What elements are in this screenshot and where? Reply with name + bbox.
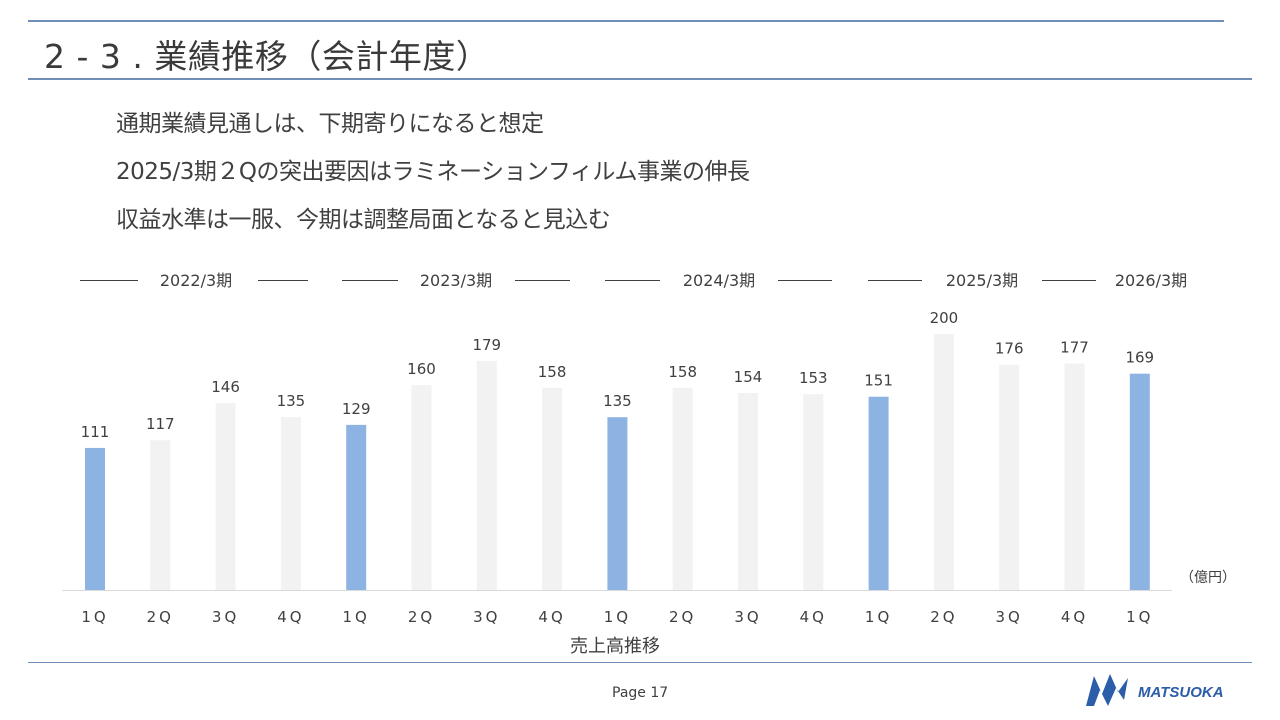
data-label: 153 xyxy=(799,369,828,387)
bullet-item: 通期業績見通しは、下期寄りになると想定 xyxy=(116,111,544,137)
bullet-item: 2025/3期２Qの突出要因はラミネーションフィルム事業の伸長 xyxy=(116,159,750,185)
data-label: 179 xyxy=(472,336,501,354)
chart-title: 売上高推移 xyxy=(570,636,660,657)
logo-text: MATSUOKA xyxy=(1138,684,1224,701)
bar xyxy=(150,440,171,590)
category-label: 1Q xyxy=(865,608,892,626)
data-label: 111 xyxy=(81,423,110,441)
data-label: 146 xyxy=(211,378,240,396)
category-label: 3Q xyxy=(212,608,239,626)
bar xyxy=(607,417,628,590)
matsuoka-logo: MATSUOKA xyxy=(1086,674,1224,706)
category-label: 4Q xyxy=(1061,608,1088,626)
bar xyxy=(672,387,693,590)
category-label: 3Q xyxy=(473,608,500,626)
bar xyxy=(476,360,497,590)
top-rule xyxy=(28,20,1224,22)
fiscal-year-label: 2023/3期 xyxy=(420,271,492,290)
bar xyxy=(280,417,301,590)
data-label: 129 xyxy=(342,400,371,418)
title-underline xyxy=(28,78,1252,80)
category-label: 1Q xyxy=(604,608,631,626)
bar xyxy=(85,447,105,590)
data-label: 151 xyxy=(864,372,893,390)
bar xyxy=(999,364,1020,590)
data-label: 176 xyxy=(995,340,1024,358)
category-label: 1Q xyxy=(81,608,108,626)
fiscal-year-label: 2025/3期 xyxy=(946,271,1018,290)
data-label: 169 xyxy=(1125,349,1154,367)
data-label: 160 xyxy=(407,360,436,378)
category-label: 3Q xyxy=(734,608,761,626)
category-label: 2Q xyxy=(147,608,174,626)
data-label: 158 xyxy=(668,363,697,381)
data-label: 158 xyxy=(538,363,567,381)
category-label: 2Q xyxy=(408,608,435,626)
bar xyxy=(738,392,758,590)
data-label: 117 xyxy=(146,415,175,433)
bar xyxy=(346,424,367,590)
bar xyxy=(868,396,889,590)
category-label: 4Q xyxy=(538,608,565,626)
data-label: 135 xyxy=(277,392,306,410)
bar xyxy=(933,334,954,590)
data-label: 154 xyxy=(734,368,763,386)
bullet-list: 通期業績見通しは、下期寄りになると想定 2025/3期２Qの突出要因はラミネーシ… xyxy=(116,100,750,244)
category-label: 1Q xyxy=(343,608,370,626)
category-label: 4Q xyxy=(277,608,304,626)
category-label: 1Q xyxy=(1126,608,1153,626)
fiscal-year-label: 2022/3期 xyxy=(160,271,232,290)
fiscal-year-label: 2026/3期 xyxy=(1115,271,1187,290)
data-label: 200 xyxy=(930,309,959,327)
slide-title: 2 - 3 . 業績推移（会計年度） xyxy=(44,37,490,76)
bar xyxy=(1129,373,1150,590)
category-label: 4Q xyxy=(800,608,827,626)
bullet-item: 収益水準は一服、今期は調整局面となると見込む xyxy=(116,207,611,233)
bar xyxy=(215,403,236,590)
category-label: 3Q xyxy=(996,608,1023,626)
data-label: 135 xyxy=(603,392,632,410)
page-number: Page 17 xyxy=(612,685,669,701)
category-label: 2Q xyxy=(930,608,957,626)
fiscal-year-label: 2024/3期 xyxy=(683,271,755,290)
bar xyxy=(1064,363,1085,590)
bar xyxy=(411,385,432,590)
bar xyxy=(803,394,824,590)
unit-label: （億円） xyxy=(1180,570,1236,586)
data-label: 177 xyxy=(1060,338,1089,356)
logo-mark-icon xyxy=(1086,674,1128,706)
bar xyxy=(542,387,563,590)
footer-rule xyxy=(28,662,1252,663)
category-label: 2Q xyxy=(669,608,696,626)
